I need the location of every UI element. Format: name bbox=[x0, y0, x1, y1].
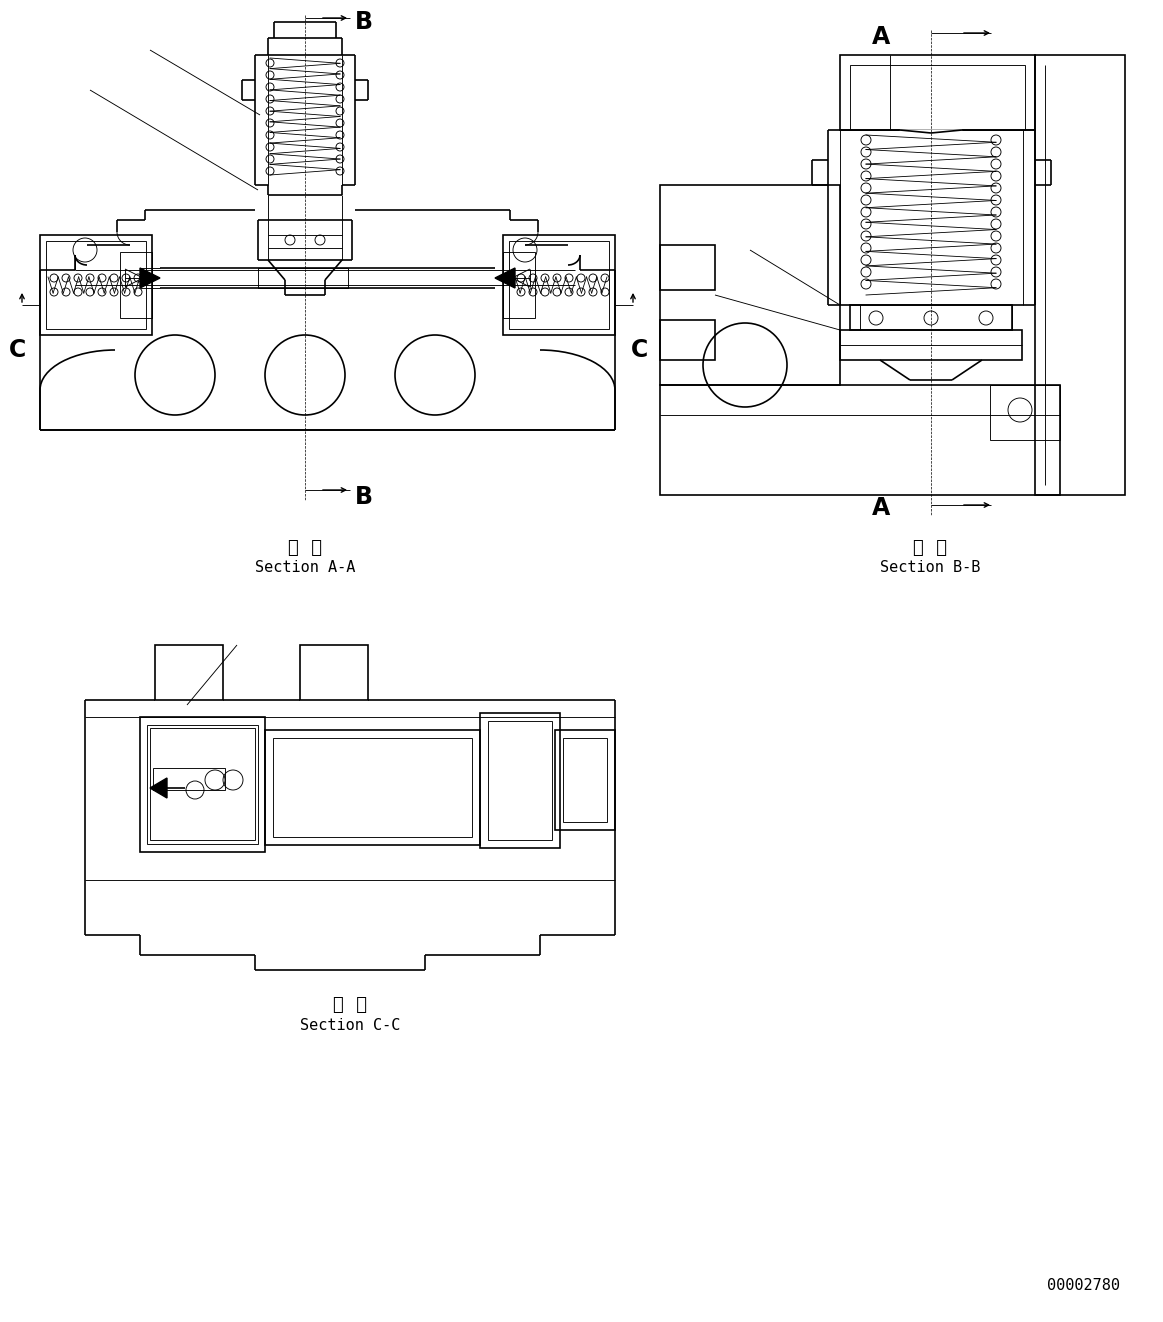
Bar bbox=[659, 320, 715, 360]
Bar bbox=[1035, 56, 1125, 494]
Polygon shape bbox=[140, 268, 160, 288]
Text: 00002780: 00002780 bbox=[1047, 1277, 1120, 1293]
Bar bbox=[659, 185, 840, 385]
Bar bbox=[258, 268, 348, 288]
Bar bbox=[850, 305, 1012, 330]
Text: 断  面: 断 面 bbox=[333, 995, 368, 1014]
Bar bbox=[300, 645, 368, 701]
Polygon shape bbox=[900, 130, 962, 135]
Bar bbox=[555, 730, 615, 830]
Bar bbox=[147, 724, 258, 843]
Bar bbox=[509, 241, 609, 329]
Bar bbox=[488, 720, 552, 839]
Bar bbox=[273, 738, 472, 837]
Text: C: C bbox=[9, 338, 27, 362]
Bar bbox=[504, 253, 535, 319]
Bar bbox=[990, 385, 1059, 440]
Text: A: A bbox=[872, 496, 890, 520]
Text: C: C bbox=[632, 338, 649, 362]
Bar bbox=[659, 385, 1059, 494]
Bar bbox=[154, 768, 224, 791]
Text: A: A bbox=[872, 25, 890, 49]
Bar bbox=[150, 728, 255, 839]
Text: Section C-C: Section C-C bbox=[300, 1018, 400, 1032]
Bar bbox=[47, 241, 147, 329]
Text: 断  面: 断 面 bbox=[913, 539, 947, 557]
Bar bbox=[155, 645, 223, 701]
Text: B: B bbox=[355, 485, 373, 509]
Bar bbox=[504, 235, 615, 334]
Text: Section B-B: Section B-B bbox=[880, 561, 980, 575]
Bar bbox=[840, 330, 1022, 360]
Bar bbox=[840, 56, 1035, 130]
Bar bbox=[659, 245, 715, 290]
Bar bbox=[265, 730, 480, 845]
Bar bbox=[40, 235, 152, 334]
Bar bbox=[140, 717, 265, 851]
Text: Section A-A: Section A-A bbox=[255, 561, 355, 575]
Bar bbox=[850, 65, 1025, 130]
Text: 断  面: 断 面 bbox=[288, 539, 322, 557]
Polygon shape bbox=[495, 268, 515, 288]
Polygon shape bbox=[150, 779, 167, 798]
Bar bbox=[563, 738, 607, 822]
Text: B: B bbox=[355, 11, 373, 34]
Bar bbox=[480, 713, 561, 847]
Bar bbox=[120, 253, 152, 319]
